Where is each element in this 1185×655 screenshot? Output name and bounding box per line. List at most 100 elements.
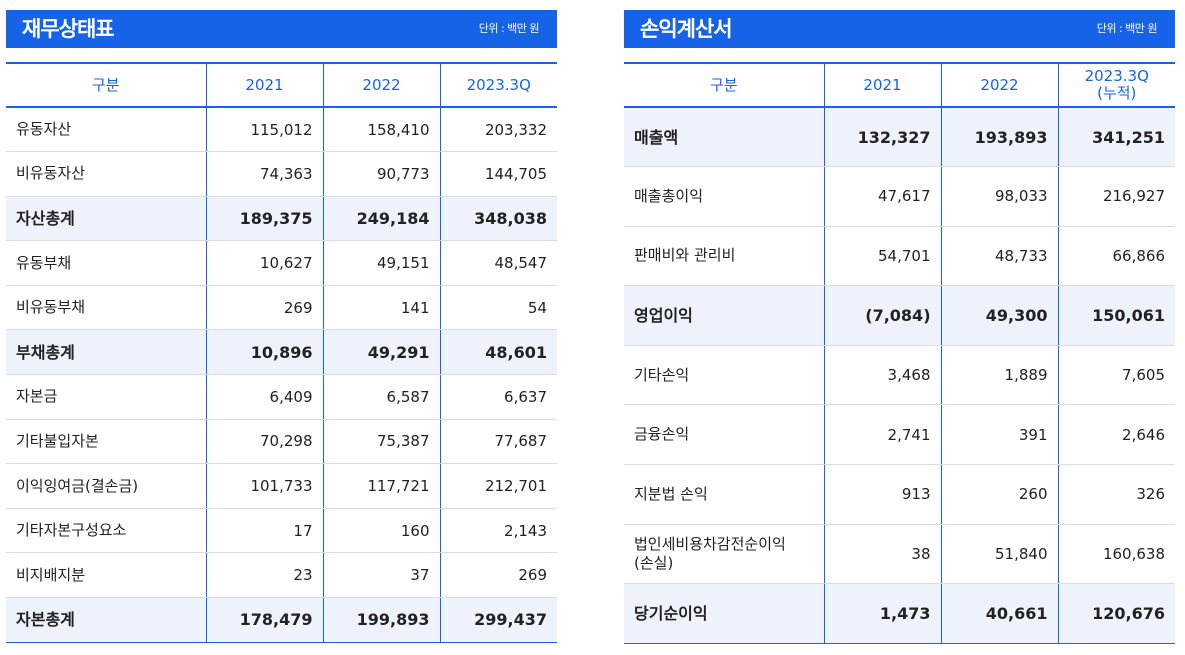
table-row: 유동부채 10,627 49,151 48,547	[6, 240, 557, 286]
row-label: 비유동부채	[6, 285, 206, 331]
income-statement-header-row: 구분 2021 2022 2023.3Q (누적)	[624, 63, 1175, 107]
table-row: 자본총계 178,479 199,893 299,437	[6, 597, 557, 643]
income-statement-table: 구분 2021 2022 2023.3Q (누적) 매출액 132,327 193,…	[624, 62, 1175, 644]
row-label: 유동자산	[6, 107, 206, 153]
row-label: 부채총계	[6, 329, 206, 376]
row-label: 매출총이익	[624, 166, 824, 227]
row-value: 7,605	[1057, 345, 1175, 406]
row-label: 비지배지분	[6, 552, 206, 599]
row-label: 법인세비용차감전순이익 (손실)	[624, 524, 824, 585]
income-statement-title-bar: 손익계산서 단위 : 백만 원	[624, 10, 1175, 48]
row-value: 77,687	[439, 419, 557, 465]
row-label: 영업이익	[624, 285, 824, 346]
row-value: 144,705	[439, 151, 557, 197]
row-value: 341,251	[1057, 107, 1175, 168]
row-label: 당기순이익	[624, 583, 824, 644]
table-row: 자산총계 189,375 249,184 348,038	[6, 196, 557, 242]
row-value: 51,840	[940, 524, 1058, 585]
row-value: 203,332	[439, 107, 557, 153]
row-value: 38	[823, 524, 941, 585]
row-value: 158,410	[322, 107, 440, 153]
table-row: 자본금 6,409 6,587 6,637	[6, 374, 557, 420]
income-statement-title: 손익계산서	[640, 17, 733, 41]
row-value: 48,601	[439, 329, 557, 376]
table-row: 판매비와 관리비 54,701 48,733 66,866	[624, 226, 1175, 287]
table-row: 영업이익 (7,084) 49,300 150,061	[624, 285, 1175, 346]
table-row: 비유동자산 74,363 90,773 144,705	[6, 151, 557, 197]
row-value: 37	[322, 552, 440, 599]
row-value: 269	[439, 552, 557, 599]
row-label: 금융손익	[624, 404, 824, 466]
row-value: 160	[322, 508, 440, 554]
row-value: 249,184	[322, 196, 440, 242]
balance-sheet-panel: 재무상태표 단위 : 백만 원 구분 2021 2022 2023.3Q 유동자…	[6, 10, 557, 643]
row-value: 6,637	[439, 374, 557, 420]
row-value: 1,889	[940, 345, 1058, 406]
table-row: 지분법 손익 913 260 326	[624, 464, 1175, 525]
row-value: 189,375	[205, 196, 323, 242]
row-value: 132,327	[823, 107, 941, 168]
row-label: 자본총계	[6, 597, 206, 643]
balance-sheet-header-row: 구분 2021 2022 2023.3Q	[6, 63, 557, 107]
row-value: 178,479	[205, 597, 323, 643]
income-statement-unit: 단위 : 백만 원	[1096, 22, 1158, 35]
row-value: 141	[322, 285, 440, 331]
table-row: 기타불입자본 70,298 75,387 77,687	[6, 419, 557, 465]
row-value: 49,151	[322, 240, 440, 286]
row-value: 23	[205, 552, 323, 599]
row-value: 54	[439, 285, 557, 331]
row-value: 913	[823, 464, 941, 525]
row-value: 101,733	[205, 463, 323, 509]
row-value: 40,661	[940, 583, 1058, 644]
row-value: 1,473	[823, 583, 941, 644]
row-label: 기타자본구성요소	[6, 508, 206, 554]
balance-sheet-unit: 단위 : 백만 원	[478, 22, 540, 35]
header-2021: 2021	[205, 63, 323, 107]
row-label: 매출액	[624, 107, 824, 168]
row-value: 98,033	[940, 166, 1058, 227]
table-row: 기타자본구성요소 17 160 2,143	[6, 508, 557, 554]
header-2022: 2022	[940, 63, 1058, 107]
row-label: 자산총계	[6, 196, 206, 242]
header-2021: 2021	[823, 63, 941, 107]
row-value: 117,721	[322, 463, 440, 509]
row-value: 391	[940, 404, 1058, 466]
row-value: 10,896	[205, 329, 323, 376]
row-value: 2,646	[1057, 404, 1175, 466]
header-2023-3q-cumulative: 2023.3Q (누적)	[1057, 63, 1175, 107]
balance-sheet-title-bar: 재무상태표 단위 : 백만 원	[6, 10, 557, 48]
row-value: 17	[205, 508, 323, 554]
row-value: 348,038	[439, 196, 557, 242]
row-value: 48,547	[439, 240, 557, 286]
table-row: 비유동부채 269 141 54	[6, 285, 557, 331]
row-value: 74,363	[205, 151, 323, 197]
row-value: 48,733	[940, 226, 1058, 287]
row-value: 6,587	[322, 374, 440, 420]
row-label: 기타손익	[624, 345, 824, 406]
row-value: 2,143	[439, 508, 557, 554]
row-value: 115,012	[205, 107, 323, 153]
table-row: 비지배지분 23 37 269	[6, 552, 557, 599]
row-label: 유동부채	[6, 240, 206, 286]
row-value: 75,387	[322, 419, 440, 465]
row-value: 6,409	[205, 374, 323, 420]
header-category: 구분	[91, 75, 120, 94]
row-value: 3,468	[823, 345, 941, 406]
row-value: 49,291	[322, 329, 440, 376]
row-value: 2,741	[823, 404, 941, 466]
row-label: 자본금	[6, 374, 206, 420]
row-value: 269	[205, 285, 323, 331]
row-value: 49,300	[940, 285, 1058, 346]
balance-sheet-title: 재무상태표	[22, 17, 115, 41]
balance-sheet-table: 구분 2021 2022 2023.3Q 유동자산 115,012 158,410 2…	[6, 62, 557, 643]
table-row: 매출액 132,327 193,893 341,251	[624, 107, 1175, 168]
header-2023-3q: 2023.3Q	[439, 63, 557, 107]
header-2022: 2022	[322, 63, 440, 107]
row-value: 150,061	[1057, 285, 1175, 346]
row-value: 326	[1057, 464, 1175, 525]
row-value: 10,627	[205, 240, 323, 286]
table-row: 법인세비용차감전순이익 (손실) 38 51,840 160,638	[624, 524, 1175, 585]
row-value: 212,701	[439, 463, 557, 509]
row-value: 54,701	[823, 226, 941, 287]
row-value: 70,298	[205, 419, 323, 465]
